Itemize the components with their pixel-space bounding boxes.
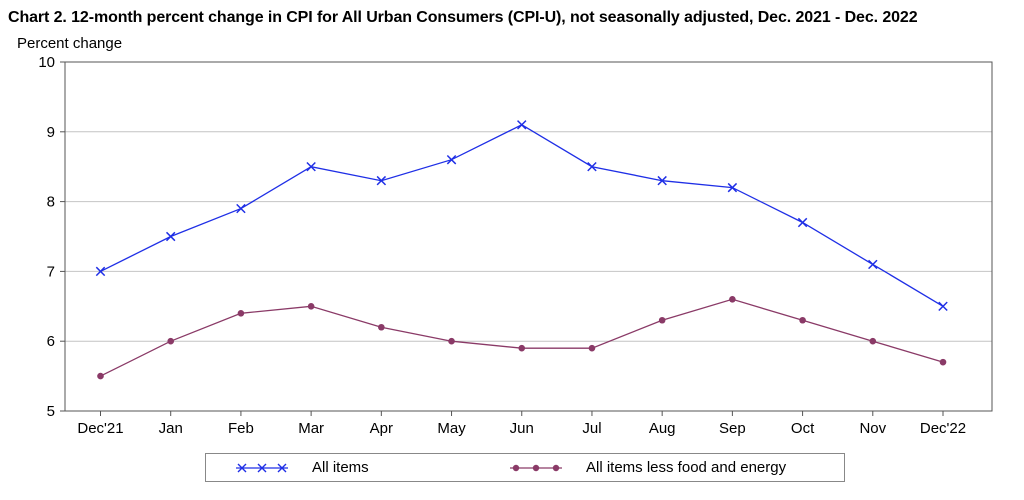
data-point-x-marker <box>727 182 738 193</box>
chart-title: Chart 2. 12-month percent change in CPI … <box>8 9 918 26</box>
data-point-circle-marker <box>939 358 947 366</box>
data-point-x-marker <box>797 217 808 228</box>
series-line-1 <box>100 298 944 377</box>
data-point-circle-marker <box>799 316 806 324</box>
series-line-0 <box>100 124 944 307</box>
y-tick-label: 5 <box>47 403 55 420</box>
x-tick-label: Nov <box>859 420 886 437</box>
data-point-x-marker <box>657 175 667 186</box>
data-point-circle-marker <box>588 344 596 352</box>
data-point-circle-marker <box>869 337 877 345</box>
data-point-circle-marker <box>448 337 455 345</box>
data-point-circle-marker <box>307 303 315 310</box>
legend-label-core: All items less food and energy <box>586 459 787 476</box>
legend: All items All items less food and energy <box>205 453 845 482</box>
y-tick-label: 9 <box>47 124 55 141</box>
data-point-x-marker <box>95 266 106 277</box>
x-tick-label: Dec'22 <box>920 420 966 437</box>
x-tick-label: Jul <box>582 420 601 437</box>
data-point-circle-marker <box>237 309 245 317</box>
data-point-x-marker <box>306 161 316 172</box>
axes: 5 6 7 8 9 10 Dec'21 Jan Feb Mar Apr May Jun Jul Aug Sep… <box>38 54 966 437</box>
data-point-circle-marker <box>658 316 666 324</box>
data-point-circle-marker <box>378 323 385 331</box>
x-tick-label: Dec'21 <box>77 420 123 437</box>
data-point-x-marker <box>376 175 387 186</box>
y-tick-label: 7 <box>47 263 55 280</box>
legend-swatch-all-items <box>236 463 288 472</box>
gridlines <box>65 131 992 342</box>
series-lines <box>95 120 948 380</box>
data-point-circle-marker <box>97 372 104 380</box>
line-chart: 5 6 7 8 9 10 Dec'21 Jan Feb Mar Apr May Jun Jul Aug Sep… <box>38 54 993 437</box>
data-point-x-marker <box>165 231 176 242</box>
x-tick-label: Apr <box>370 420 393 437</box>
x-tick-label: Aug <box>649 420 676 437</box>
legend-entry-core: All items less food and energy <box>508 454 786 481</box>
x-tick-label: Sep <box>719 420 746 437</box>
data-point-x-marker <box>236 203 246 214</box>
legend-entry-all-items: All items <box>234 454 369 481</box>
data-point-x-marker <box>587 161 597 172</box>
data-point-x-marker <box>938 301 948 312</box>
x-tick-label: Jan <box>159 420 183 437</box>
data-point-x-marker <box>517 120 527 130</box>
data-point-circle-marker <box>167 337 175 345</box>
data-point-x-marker <box>868 259 878 270</box>
x-tick-label: Oct <box>791 420 815 437</box>
legend-swatch-core <box>510 464 562 471</box>
data-point-x-marker <box>446 154 457 165</box>
legend-label-all-items: All items <box>312 459 369 476</box>
y-tick-label: 10 <box>38 54 55 71</box>
data-point-circle-marker <box>518 344 526 352</box>
x-tick-label: May <box>437 420 466 437</box>
x-tick-label: Jun <box>510 420 534 437</box>
x-tick-label: Mar <box>298 420 324 437</box>
data-point-circle-marker <box>729 296 736 303</box>
y-tick-label: 8 <box>47 194 55 211</box>
x-tick-label: Feb <box>228 420 254 437</box>
y-tick-label: 6 <box>47 333 55 350</box>
plot-area <box>64 61 993 412</box>
y-axis-label: Percent change <box>17 35 123 52</box>
